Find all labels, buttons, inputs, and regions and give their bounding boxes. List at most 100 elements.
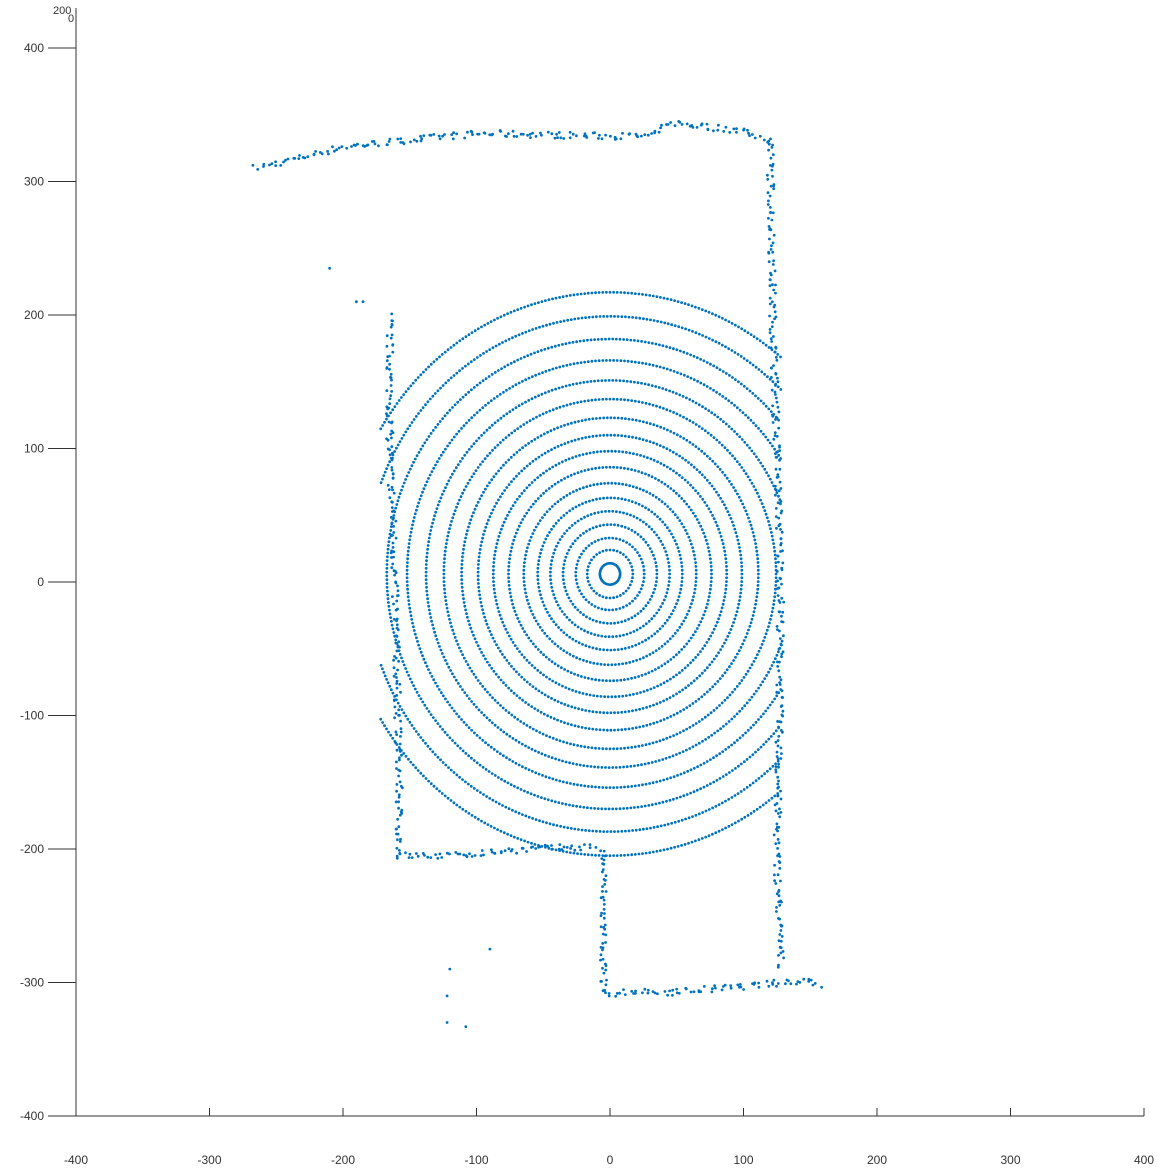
wall-point [780, 596, 784, 600]
ring-point [488, 515, 492, 519]
wall-point [781, 561, 785, 565]
ring-point [668, 735, 672, 739]
ring-point [430, 675, 434, 678]
wall-point [713, 984, 716, 988]
ring-point [496, 443, 500, 447]
ring-point [519, 521, 523, 525]
wall-point [284, 158, 287, 162]
ring-point [590, 746, 594, 750]
wall-point [373, 142, 377, 146]
wall-point [776, 739, 780, 742]
ring-point [721, 750, 725, 753]
ring-point [558, 296, 561, 299]
ring-point [550, 527, 553, 531]
ring-point [672, 431, 676, 435]
ring-point [505, 756, 508, 760]
ring-point [552, 717, 556, 721]
ring-point [385, 582, 389, 585]
ring-point [595, 417, 598, 420]
ring-point [548, 409, 552, 413]
wall-point [778, 903, 782, 907]
wall-point [614, 994, 618, 998]
ring-point [445, 482, 449, 486]
ring-point [536, 648, 540, 651]
ring-point [746, 475, 750, 479]
ring-point [671, 510, 675, 514]
ring-point [680, 572, 684, 576]
ring-point [565, 403, 569, 407]
ring-point [713, 731, 717, 735]
ring-point [763, 467, 767, 471]
ring-point [487, 743, 490, 747]
ring-point [525, 421, 529, 424]
ring-point [602, 648, 605, 652]
ring-point [613, 433, 616, 437]
wall-point [666, 123, 670, 126]
ring-point [619, 466, 623, 470]
ring-point [430, 619, 433, 623]
wall-point [256, 168, 260, 171]
wall-point [778, 445, 781, 449]
ring-point [652, 458, 656, 462]
ring-point [605, 786, 608, 789]
wall-point [599, 925, 603, 929]
ring-point [568, 635, 572, 639]
ring-point [460, 578, 464, 582]
ring-point [737, 380, 740, 384]
ring-point [642, 656, 645, 660]
wall-point [773, 269, 777, 273]
ring-point [668, 449, 672, 452]
ring-point [450, 706, 454, 710]
ring-point [544, 607, 548, 611]
ring-point [510, 546, 514, 549]
ring-point [680, 522, 684, 526]
ring-point [725, 568, 728, 572]
ring-point [688, 747, 692, 750]
wall-point [722, 130, 726, 133]
wall-point [615, 992, 619, 995]
ring-point [559, 516, 563, 520]
ring-point [730, 796, 734, 799]
wall-point [512, 134, 516, 138]
wall-point [388, 397, 392, 401]
ring-point [672, 775, 676, 779]
ring-point [717, 829, 721, 833]
ring-point [705, 385, 709, 388]
wall-point [393, 705, 397, 709]
ring-point [707, 834, 711, 838]
ring-point [648, 704, 652, 708]
ring-point [740, 438, 744, 441]
ring-point [756, 584, 760, 587]
ring-point [590, 558, 593, 562]
ring-point [588, 451, 592, 455]
ring-point [637, 784, 641, 787]
wall-point [677, 991, 681, 995]
ring-point [405, 572, 409, 576]
ring-point [655, 780, 659, 784]
wall-point [399, 141, 403, 144]
ring-point [696, 653, 700, 656]
ring-point [402, 663, 406, 667]
wall-point [550, 844, 553, 847]
ring-point [644, 362, 648, 366]
wall-point [340, 145, 344, 149]
ring-point [739, 790, 743, 793]
ring-point [616, 315, 620, 318]
ring-point [611, 509, 615, 513]
ring-point [541, 820, 545, 824]
ring-point [428, 747, 432, 751]
ring-point [493, 371, 497, 374]
ring-point [440, 493, 444, 496]
ring-point [601, 786, 605, 789]
ring-point [662, 681, 666, 685]
ring-point [640, 381, 643, 385]
ring-point [709, 711, 713, 715]
wall-point [779, 746, 783, 750]
ring-point [667, 584, 670, 587]
ring-point [571, 542, 575, 546]
ring-point [741, 411, 745, 414]
ring-point [539, 473, 542, 477]
ring-point [645, 723, 649, 727]
ring-point [456, 744, 460, 748]
wall-point [673, 124, 677, 128]
